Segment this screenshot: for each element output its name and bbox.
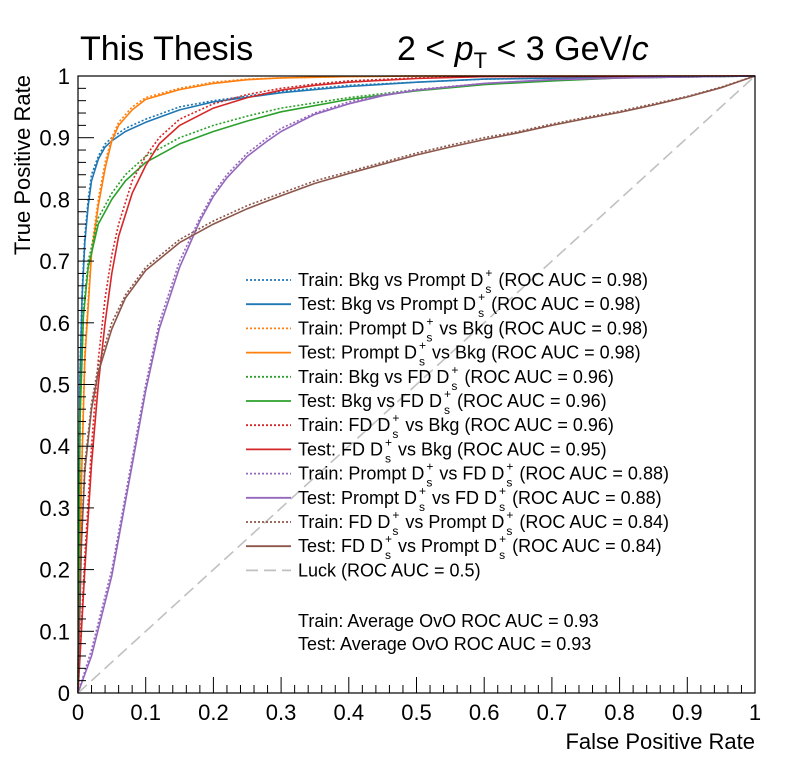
x-tick-label: 0.1: [130, 700, 161, 725]
y-tick-label: 0.2: [39, 558, 70, 583]
x-tick-label: 0.4: [334, 700, 365, 725]
x-tick-label: 0: [72, 700, 84, 725]
y-tick-label: 0.8: [39, 187, 70, 212]
header-right-var: p: [454, 30, 474, 68]
legend-entry-0: Train: Bkg vs Prompt D + s (ROC AUC = 0.98…: [298, 266, 648, 296]
series-line-12: [77, 75, 756, 694]
y-tick-label: 0.3: [39, 496, 70, 521]
legend-entry-5: Test: Bkg vs FD D + s (ROC AUC = 0.96): [298, 387, 607, 417]
x-tick-label: 0.3: [266, 700, 297, 725]
y-tick-label: 0.5: [39, 373, 70, 398]
x-tick-label: 0.5: [401, 700, 432, 725]
y-tick-label: 0.7: [39, 249, 70, 274]
series-line-11: [77, 75, 756, 694]
header-right-prefix: 2 <: [397, 30, 455, 68]
legend-entry-3: Test: Prompt D + s vs Bkg (ROC AUC = 0.98): [298, 339, 641, 369]
series-line-7: [77, 75, 756, 694]
x-axis-label: False Positive Rate: [565, 729, 755, 754]
y-tick-label: 0: [58, 681, 70, 706]
legend-entry-10: Train: FD D + s vs Prompt D + s (ROC AUC = 0…: [298, 508, 669, 538]
header-right-mid: < 3 GeV/: [487, 30, 632, 68]
legend-entry-9: Test: Prompt D + s vs FD D + s (ROC AUC = 0.…: [298, 484, 662, 514]
y-tick-label: 0.6: [39, 311, 70, 336]
average-annotations: Train: Average OvO ROC AUC = 0.93 Test: …: [298, 611, 599, 654]
legend: Train: Bkg vs Prompt D + s (ROC AUC = 0.98…: [246, 266, 669, 580]
series-line-1: [77, 75, 756, 694]
x-tick-label: 0.9: [672, 700, 703, 725]
legend-entry-4: Train: Bkg vs FD D + s (ROC AUC = 0.96): [298, 363, 614, 393]
header-left: This Thesis: [80, 30, 253, 68]
annotation-test-average: Test: Average OvO ROC AUC = 0.93: [298, 634, 591, 654]
legend-entry-1: Test: Bkg vs Prompt D + s (ROC AUC = 0.98): [298, 290, 641, 320]
header-right-unit: c: [632, 30, 649, 68]
y-tick-label: 0.4: [39, 434, 70, 459]
y-tick-label: 0.1: [39, 619, 70, 644]
legend-entry-12: Luck (ROC AUC = 0.5): [298, 560, 481, 580]
plot-frame: [77, 75, 756, 694]
x-tick-label: 0.2: [198, 700, 229, 725]
legend-entry-2: Train: Prompt D + s vs Bkg (ROC AUC = 0.98…: [298, 314, 648, 344]
axis-ticks: 0 0.1 0.2 0.3 0.4 0.5 0.6 0.7 0.8 0.9 1 0 0.1 0.2 0.3 0…: [39, 64, 761, 725]
series-line-9: [77, 75, 756, 694]
series-line-3: [77, 75, 755, 694]
series-line-10: [77, 75, 756, 694]
annotation-train-average: Train: Average OvO ROC AUC = 0.93: [298, 611, 599, 631]
legend-entry-8: Train: Prompt D + s vs FD D + s (ROC AUC = 0…: [298, 460, 669, 490]
legend-entry-6: Train: FD D + s vs Bkg (ROC AUC = 0.96): [298, 411, 614, 441]
y-tick-label: 1: [58, 64, 70, 89]
legend-entry-7: Test: FD D + s vs Bkg (ROC AUC = 0.95): [298, 435, 607, 465]
series-line-5: [77, 75, 756, 694]
x-tick-label: 0.8: [604, 700, 635, 725]
header-right-sub: T: [474, 48, 487, 73]
y-tick-label: 0.9: [39, 126, 70, 151]
x-tick-label: 1: [749, 700, 761, 725]
legend-entry-11: Test: FD D + s vs Prompt D + s (ROC AUC = 0.…: [298, 532, 662, 562]
series-line-6: [77, 75, 756, 694]
y-axis-label: True Positive Rate: [10, 75, 35, 255]
header-right: 2 < pT < 3 GeV/c: [397, 30, 649, 73]
x-tick-label: 0.7: [537, 700, 568, 725]
x-tick-label: 0.6: [469, 700, 500, 725]
series-line-8: [77, 75, 756, 694]
